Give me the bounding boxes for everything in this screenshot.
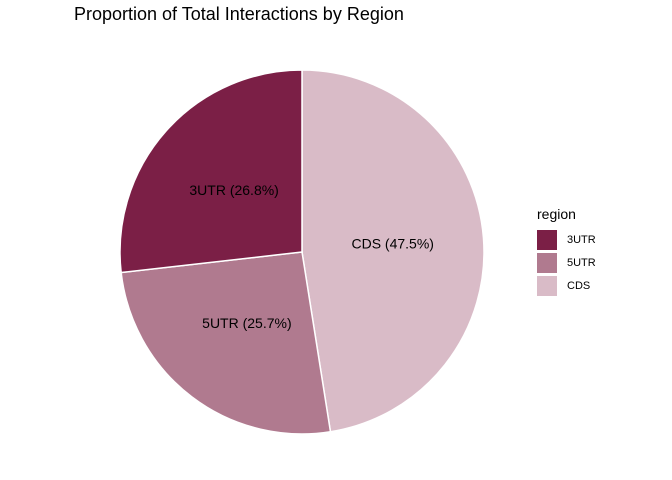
slice-label-cds: CDS (47.5%) xyxy=(351,236,433,252)
slice-label-3utr: 3UTR (26.8%) xyxy=(189,182,278,198)
legend-item-cds: CDS xyxy=(537,274,596,297)
slice-label-5utr: 5UTR (25.7%) xyxy=(202,315,291,331)
legend-key xyxy=(537,252,557,273)
legend-item-5utr: 5UTR xyxy=(537,251,596,274)
pie-slices xyxy=(119,69,485,435)
pie-slice-5utr xyxy=(120,251,332,435)
legend-key xyxy=(537,229,557,250)
pie-slice-3utr xyxy=(119,69,303,274)
legend-label: 3UTR xyxy=(567,233,596,246)
legend-title: region xyxy=(537,206,576,222)
legend-label: CDS xyxy=(567,279,591,292)
legend-label: 5UTR xyxy=(567,256,596,269)
legend: region 3UTR 5UTR CDS xyxy=(537,206,596,297)
pie-labels: CDS (47.5%) 5UTR (25.7%) 3UTR (26.8%) xyxy=(189,182,434,331)
legend-items: 3UTR 5UTR CDS xyxy=(537,228,596,297)
legend-item-3utr: 3UTR xyxy=(537,228,596,251)
pie-slice-cds xyxy=(301,69,485,433)
chart-title: Proportion of Total Interactions by Regi… xyxy=(74,4,404,24)
legend-key xyxy=(537,275,557,296)
